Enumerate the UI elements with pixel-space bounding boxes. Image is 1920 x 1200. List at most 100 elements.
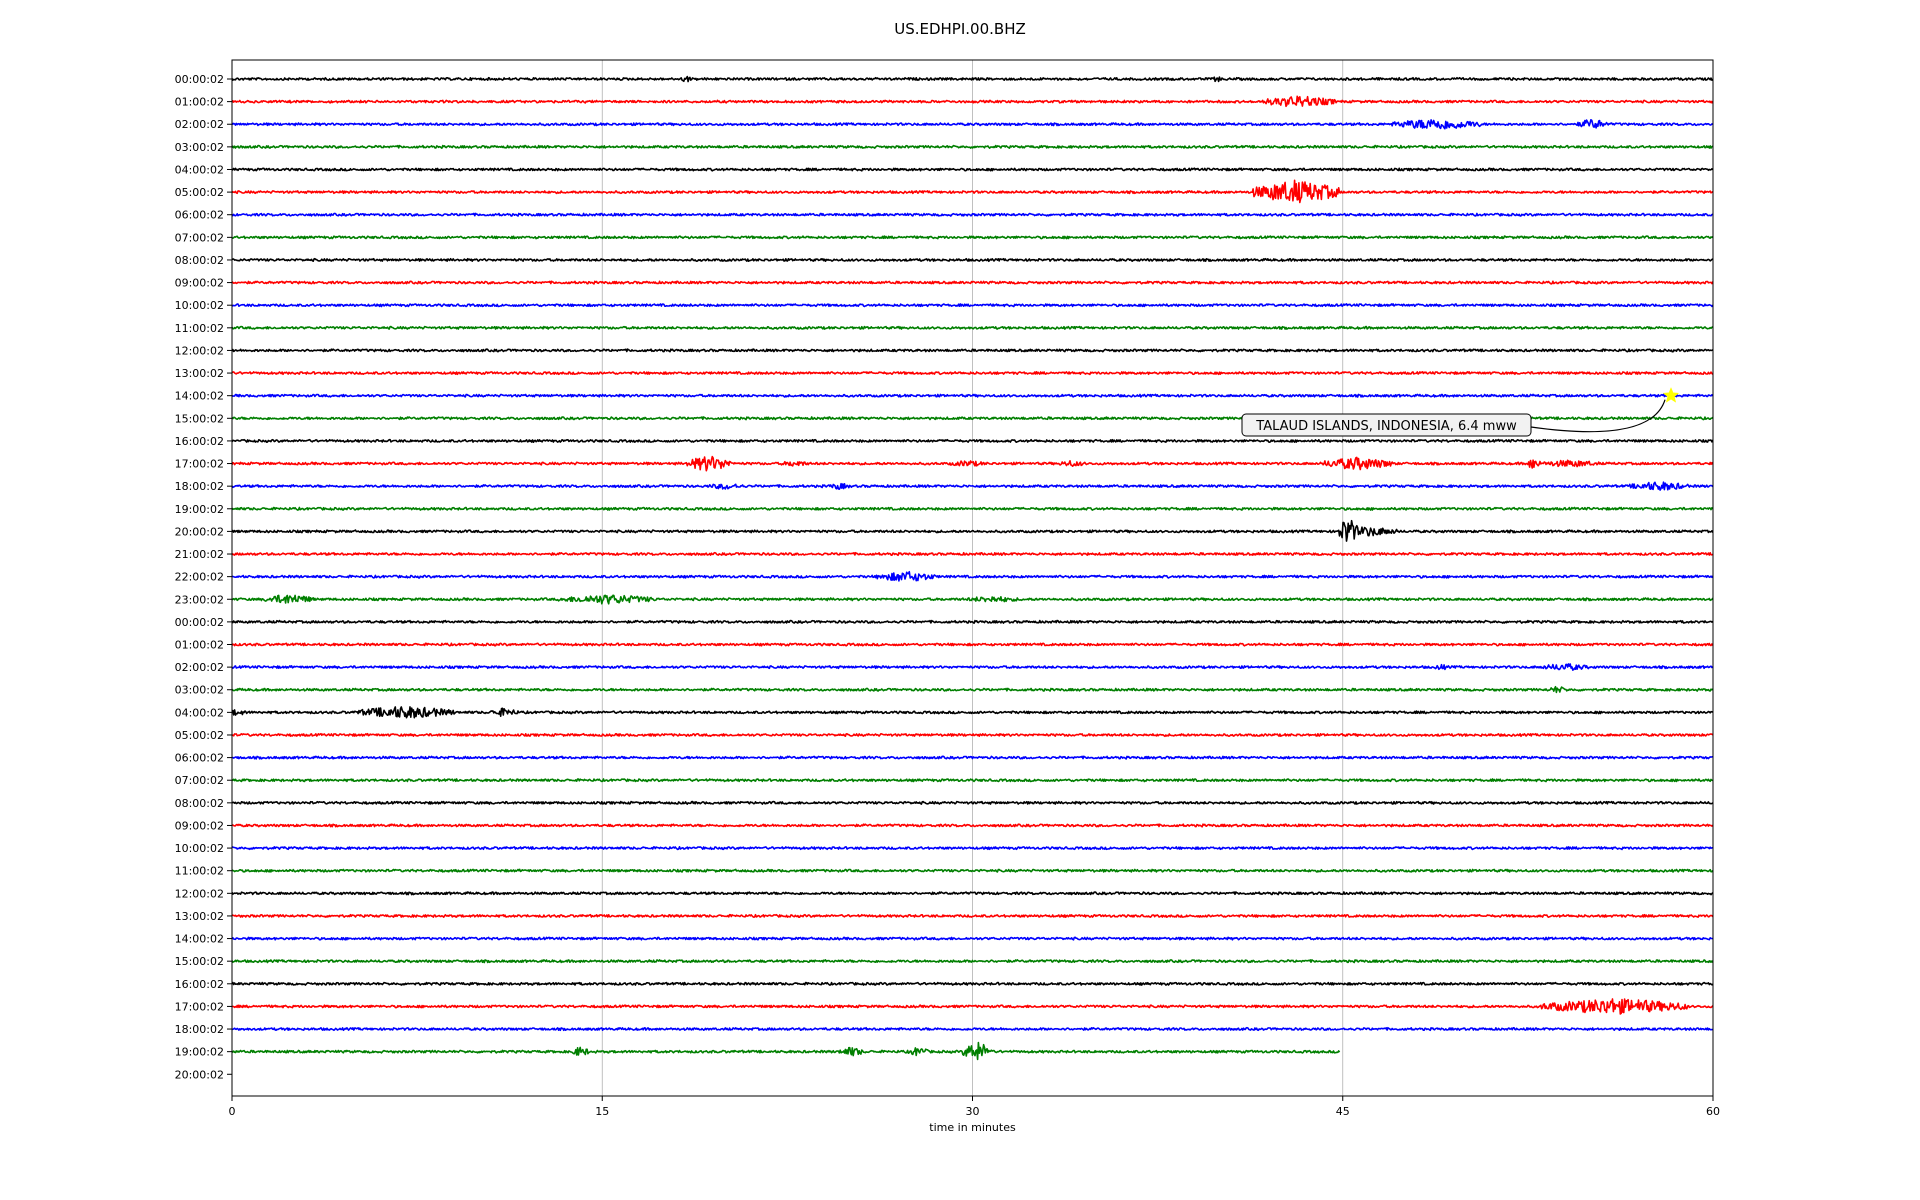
annotation-star-icon-0 xyxy=(1662,387,1680,403)
x-tick-label-60: 60 xyxy=(1706,1105,1720,1118)
y-tick-label-2: 02:00:02 xyxy=(175,118,224,131)
trace-row-38 xyxy=(231,936,1713,941)
trace-row-40 xyxy=(231,981,1714,986)
y-tick-label-8: 08:00:02 xyxy=(175,254,224,267)
trace-row-29 xyxy=(231,732,1714,738)
y-tick-label-40: 16:00:02 xyxy=(175,978,224,991)
trace-row-27 xyxy=(231,685,1714,694)
y-tick-label-25: 01:00:02 xyxy=(175,639,224,652)
y-tick-label-24: 00:00:02 xyxy=(175,616,224,629)
y-tick-label-33: 09:00:02 xyxy=(175,819,224,832)
x-tick-label-45: 45 xyxy=(1336,1105,1350,1118)
y-tick-label-30: 06:00:02 xyxy=(175,752,224,765)
y-tick-label-6: 06:00:02 xyxy=(175,209,224,222)
trace-row-13 xyxy=(231,371,1714,376)
y-tick-label-35: 11:00:02 xyxy=(175,865,224,878)
y-tick-label-21: 21:00:02 xyxy=(175,548,224,561)
trace-row-8 xyxy=(231,257,1714,263)
trace-row-24 xyxy=(231,619,1714,624)
y-tick-label-17: 17:00:02 xyxy=(175,458,224,471)
trace-row-11 xyxy=(231,325,1714,330)
annotation-box-0 xyxy=(1241,413,1532,437)
trace-row-23 xyxy=(231,594,1714,605)
y-tick-label-23: 23:00:02 xyxy=(175,593,224,606)
y-tick-label-16: 16:00:02 xyxy=(175,435,224,448)
y-tick-label-34: 10:00:02 xyxy=(175,842,224,855)
y-tick-label-4: 04:00:02 xyxy=(175,163,224,176)
annotation-label-0: TALAUD ISLANDS, INDONESIA, 6.4 mww xyxy=(1255,419,1517,434)
trace-row-2 xyxy=(231,119,1714,130)
y-tick-label-18: 18:00:02 xyxy=(175,480,224,493)
x-tick-label-0: 0 xyxy=(229,1105,236,1118)
trace-row-42 xyxy=(231,1026,1713,1032)
y-tick-label-3: 03:00:02 xyxy=(175,141,224,154)
y-tick-label-14: 14:00:02 xyxy=(175,390,224,403)
trace-row-31 xyxy=(231,778,1713,783)
y-tick-label-36: 12:00:02 xyxy=(175,887,224,900)
trace-row-5 xyxy=(231,179,1714,204)
trace-row-35 xyxy=(231,868,1714,873)
trace-row-28 xyxy=(231,706,1714,719)
trace-row-30 xyxy=(232,755,1713,760)
y-tick-label-5: 05:00:02 xyxy=(175,186,224,199)
y-tick-label-0: 00:00:02 xyxy=(175,73,224,86)
y-tick-label-26: 02:00:02 xyxy=(175,661,224,674)
trace-row-41 xyxy=(231,998,1714,1015)
trace-row-3 xyxy=(231,144,1714,149)
y-tick-label-7: 07:00:02 xyxy=(175,231,224,244)
trace-row-39 xyxy=(231,959,1714,964)
trace-row-10 xyxy=(231,303,1714,308)
trace-row-17 xyxy=(231,455,1714,472)
y-tick-label-44: 20:00:02 xyxy=(175,1068,224,1081)
trace-row-26 xyxy=(231,663,1714,671)
trace-row-20 xyxy=(231,519,1714,542)
annotation-connector-0 xyxy=(1530,399,1666,433)
y-tick-label-15: 15:00:02 xyxy=(175,412,224,425)
trace-row-21 xyxy=(231,551,1714,557)
trace-row-37 xyxy=(231,913,1714,918)
y-tick-label-28: 04:00:02 xyxy=(175,706,224,719)
trace-row-0 xyxy=(231,75,1714,83)
y-tick-label-20: 20:00:02 xyxy=(175,525,224,538)
trace-row-36 xyxy=(231,891,1714,896)
trace-row-14 xyxy=(231,393,1714,398)
trace-row-25 xyxy=(231,642,1714,647)
y-tick-label-37: 13:00:02 xyxy=(175,910,224,923)
y-tick-label-11: 11:00:02 xyxy=(175,322,224,335)
y-tick-label-27: 03:00:02 xyxy=(175,684,224,697)
y-tick-label-13: 13:00:02 xyxy=(175,367,224,380)
y-tick-label-32: 08:00:02 xyxy=(175,797,224,810)
trace-row-9 xyxy=(231,280,1714,285)
y-tick-label-1: 01:00:02 xyxy=(175,96,224,109)
trace-row-16 xyxy=(231,438,1714,443)
y-tick-label-22: 22:00:02 xyxy=(175,571,224,584)
trace-row-18 xyxy=(231,481,1714,491)
trace-row-4 xyxy=(231,167,1714,172)
x-tick-label-15: 15 xyxy=(595,1105,609,1118)
y-tick-label-39: 15:00:02 xyxy=(175,955,224,968)
trace-row-7 xyxy=(231,235,1714,240)
trace-row-6 xyxy=(231,212,1714,217)
trace-row-34 xyxy=(231,846,1713,851)
y-tick-label-29: 05:00:02 xyxy=(175,729,224,742)
trace-row-33 xyxy=(231,823,1714,828)
trace-row-32 xyxy=(231,800,1714,805)
x-tick-label-30: 30 xyxy=(966,1105,980,1118)
trace-row-22 xyxy=(231,570,1714,582)
y-tick-label-43: 19:00:02 xyxy=(175,1046,224,1059)
y-tick-label-19: 19:00:02 xyxy=(175,503,224,516)
trace-row-43 xyxy=(231,1041,1341,1061)
chart-title: US.EDHPI.00.BHZ xyxy=(894,20,1026,38)
y-tick-label-12: 12:00:02 xyxy=(175,344,224,357)
trace-row-1 xyxy=(231,95,1714,108)
trace-row-12 xyxy=(231,348,1714,353)
y-tick-label-38: 14:00:02 xyxy=(175,933,224,946)
y-tick-label-9: 09:00:02 xyxy=(175,277,224,290)
trace-row-19 xyxy=(231,506,1714,511)
y-tick-label-41: 17:00:02 xyxy=(175,1000,224,1013)
x-axis-label: time in minutes xyxy=(929,1121,1016,1134)
y-tick-label-42: 18:00:02 xyxy=(175,1023,224,1036)
y-tick-label-31: 07:00:02 xyxy=(175,774,224,787)
